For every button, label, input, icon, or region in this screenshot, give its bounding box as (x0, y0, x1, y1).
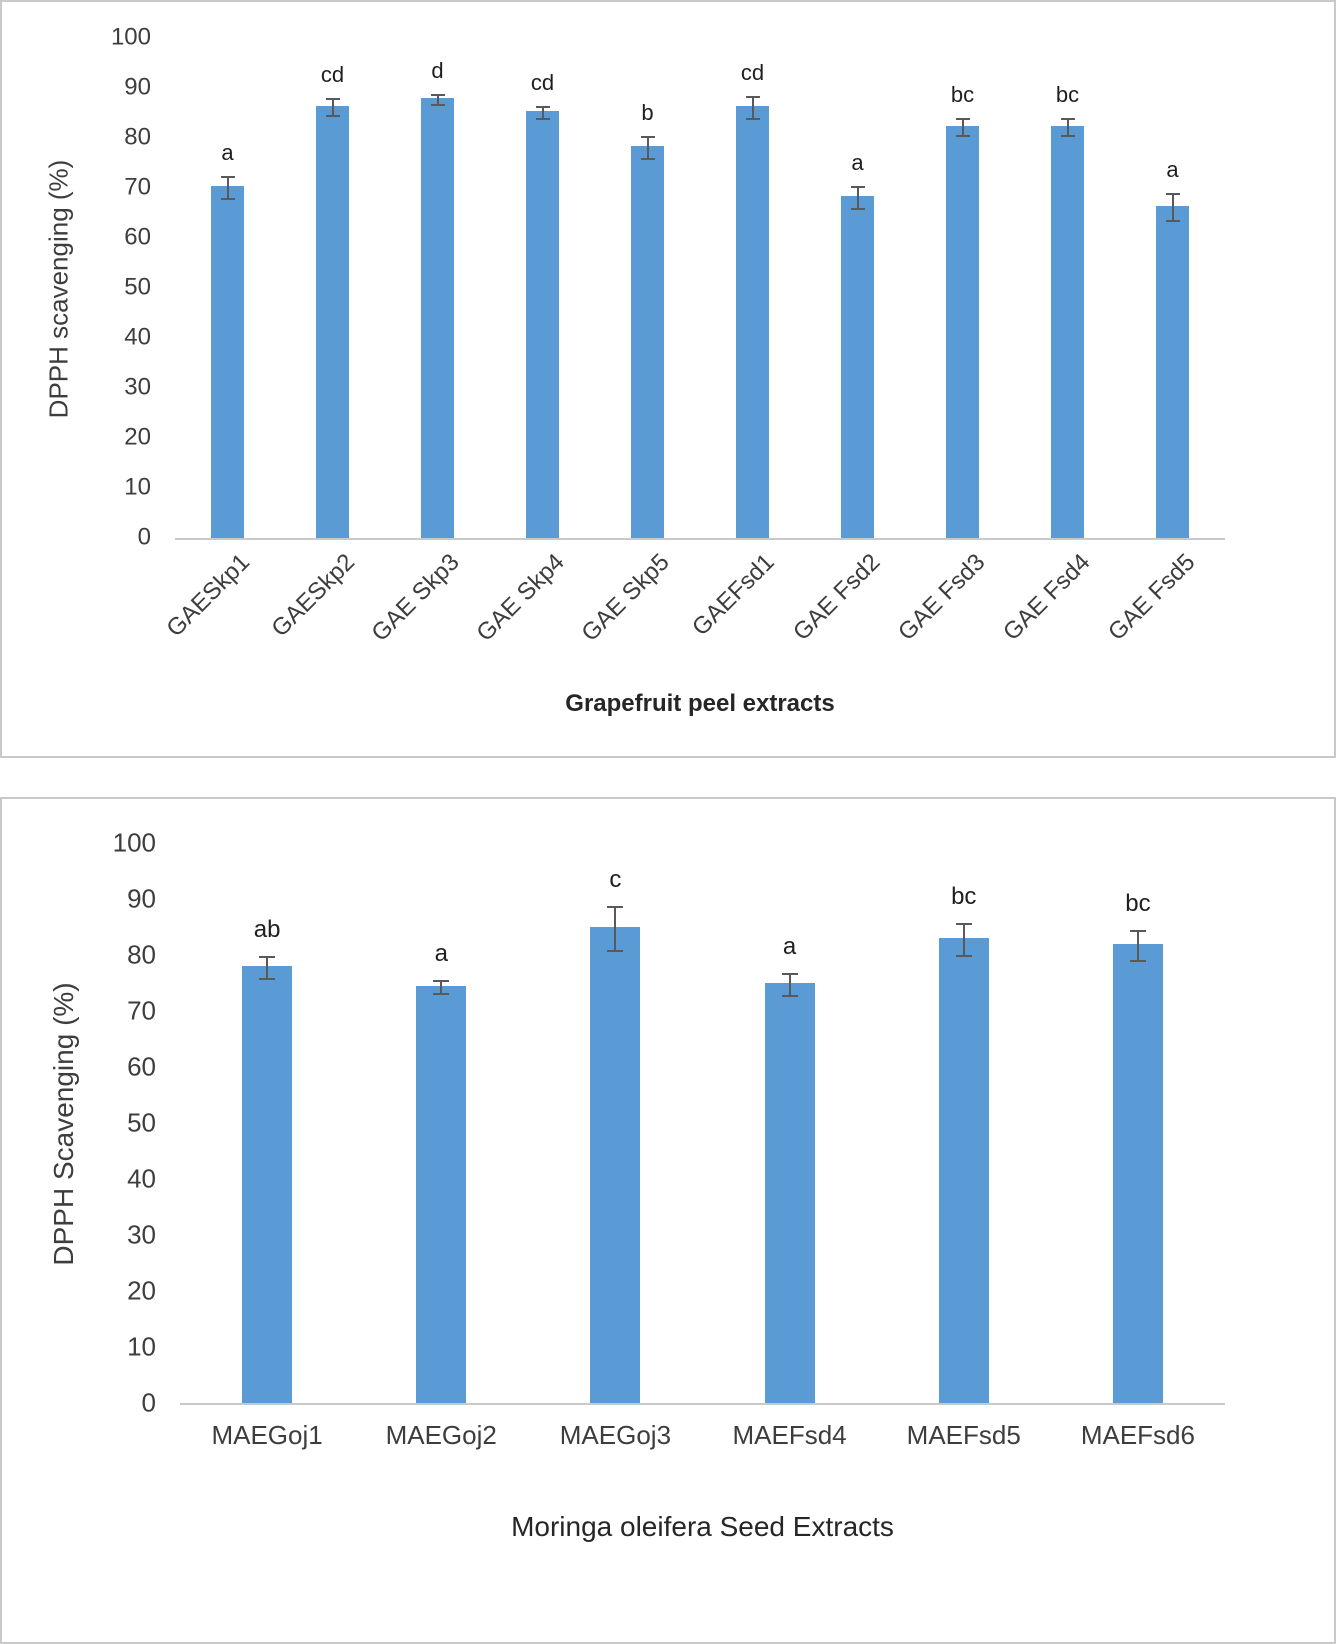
x-axis-tick-label: GAE Fsd2 (787, 548, 886, 646)
chart-panel-grapefruit-dpph: DPPH scavenging (%) 0 10 20 30 40 50 60 70 80 90 1… (0, 0, 1336, 758)
significance-letter: ab (253, 916, 281, 944)
bar (242, 966, 293, 1403)
error-bar (1060, 118, 1075, 137)
bar (631, 145, 664, 538)
y-axis-tick-label: 50 (124, 273, 151, 301)
error-bar (325, 98, 340, 117)
error-bar (430, 94, 445, 106)
error-bar (220, 175, 235, 200)
x-axis-tick-label: GAE Skp3 (366, 548, 466, 647)
significance-letter: a (221, 139, 234, 165)
plot-area: 0 10 20 30 40 50 60 70 80 90 100 a GAESkp1 cd GAESkp2 d… (111, 25, 1225, 647)
y-axis-tick-label: 70 (124, 173, 151, 201)
x-axis-tick-label: MAEFsd4 (732, 1420, 847, 1450)
error-bar (781, 972, 798, 998)
bar (841, 195, 874, 538)
x-axis-tick-label: GAEFsd1 (687, 548, 781, 642)
y-axis-tick-label: 80 (127, 939, 156, 970)
bar (316, 105, 349, 538)
y-axis-tick-label: 40 (127, 1163, 156, 1194)
significance-letter: b (641, 99, 654, 125)
y-axis-tick-label: 20 (124, 423, 151, 451)
y-axis-tick-label: 10 (127, 1331, 156, 1362)
significance-letter: cd (530, 69, 555, 95)
bar (764, 983, 815, 1403)
x-axis-tick-label: GAE Fsd5 (1102, 548, 1201, 646)
y-axis-tick-label: 0 (141, 1387, 156, 1418)
plot-area: 0 10 20 30 40 50 60 70 80 90 100 ab MAEGoj1 a MAEGoj2 c… (113, 829, 1225, 1449)
bar (1112, 943, 1163, 1403)
significance-letter: cd (320, 62, 345, 87)
y-axis-tick-label: 0 (137, 523, 151, 551)
bar (946, 125, 979, 538)
y-axis-tick-label: 30 (124, 373, 151, 401)
x-axis-tick-label: GAESkp2 (266, 548, 361, 643)
y-axis-title: DPPH scavenging (%) (43, 159, 74, 419)
error-bar (1165, 193, 1180, 222)
y-axis-tick-label: 80 (124, 123, 151, 151)
bar (416, 985, 467, 1403)
error-bar (259, 956, 276, 981)
significance-letter: d (431, 58, 444, 83)
y-axis-tick-label: 50 (127, 1107, 156, 1138)
y-axis-tick-label: 10 (124, 473, 151, 501)
significance-letter: a (851, 149, 864, 175)
y-axis-tick-label: 30 (127, 1219, 156, 1250)
bar (211, 185, 244, 538)
y-axis-tick-label: 90 (127, 883, 156, 914)
bar (736, 105, 769, 538)
error-bar (955, 923, 972, 958)
significance-letter: bc (1125, 889, 1151, 917)
y-axis-tick-label: 70 (127, 995, 156, 1026)
error-bar (535, 105, 550, 120)
error-bar (745, 95, 760, 120)
significance-letter: bc (950, 82, 975, 107)
error-bar (955, 118, 970, 137)
bar (590, 927, 641, 1403)
bar (526, 110, 559, 538)
x-axis-tick-label: MAEFsd6 (1080, 1420, 1195, 1450)
x-axis-tick-label: GAE Skp4 (471, 548, 571, 647)
y-axis-tick-label: 40 (124, 323, 151, 351)
error-bar (433, 980, 450, 996)
significance-letter: a (782, 932, 797, 960)
y-axis-tick-label: 100 (112, 827, 156, 858)
bar (1156, 205, 1189, 538)
y-axis-tick-label: 60 (124, 223, 151, 251)
y-axis-tick-label: 60 (127, 1051, 156, 1082)
y-axis-tick-label: 100 (110, 23, 151, 51)
significance-letter: a (1166, 157, 1179, 182)
significance-letter: bc (1055, 82, 1080, 107)
y-axis-tick-label: 90 (124, 73, 151, 101)
significance-letter: bc (951, 883, 977, 911)
x-axis-tick-label: GAESkp1 (161, 548, 256, 643)
x-axis-tick-label: GAE Skp5 (576, 548, 676, 647)
x-axis-title: Moringa oleifera Seed Extracts (511, 1511, 894, 1542)
significance-letter: c (609, 865, 622, 893)
bar (1051, 125, 1084, 538)
x-axis-title: Grapefruit peel extracts (565, 690, 835, 717)
x-axis-tick-label: MAEGoj3 (559, 1420, 672, 1450)
chart-panel-moringa-dpph: DPPH Scavenging (%) 0 10 20 30 40 50 60 70 80 90 1… (0, 797, 1336, 1644)
error-bar (850, 185, 865, 210)
significance-letter: cd (740, 59, 765, 85)
x-axis-tick-label: MAEGoj2 (385, 1420, 497, 1450)
bar (938, 938, 989, 1403)
significance-letter: a (434, 940, 448, 968)
y-axis-tick-label: 20 (127, 1275, 156, 1306)
x-axis-tick-label: GAE Fsd3 (892, 548, 991, 646)
x-axis-tick-label: MAEGoj1 (211, 1420, 323, 1450)
x-axis-tick-label: GAE Fsd4 (997, 548, 1096, 646)
bar (421, 98, 454, 538)
x-axis-tick-label: MAEFsd5 (906, 1420, 1021, 1450)
error-bar (1129, 929, 1146, 962)
error-bar (640, 135, 655, 160)
error-bar (607, 905, 624, 953)
